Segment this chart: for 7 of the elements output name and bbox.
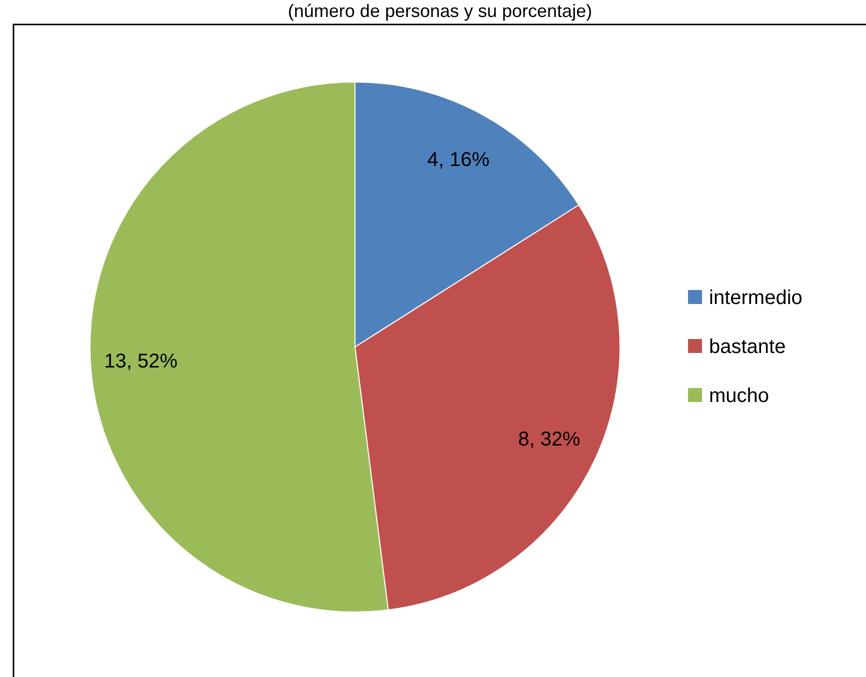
legend-label: mucho: [709, 385, 770, 407]
chart-subtitle: (número de personas y su porcentaje): [288, 1, 592, 21]
data-label: 13, 52%: [104, 350, 178, 372]
data-label: 4, 16%: [427, 148, 490, 171]
legend-label: intermedio: [709, 287, 802, 309]
legend-label: bastante: [709, 336, 786, 358]
data-label: 8, 32%: [518, 428, 581, 450]
